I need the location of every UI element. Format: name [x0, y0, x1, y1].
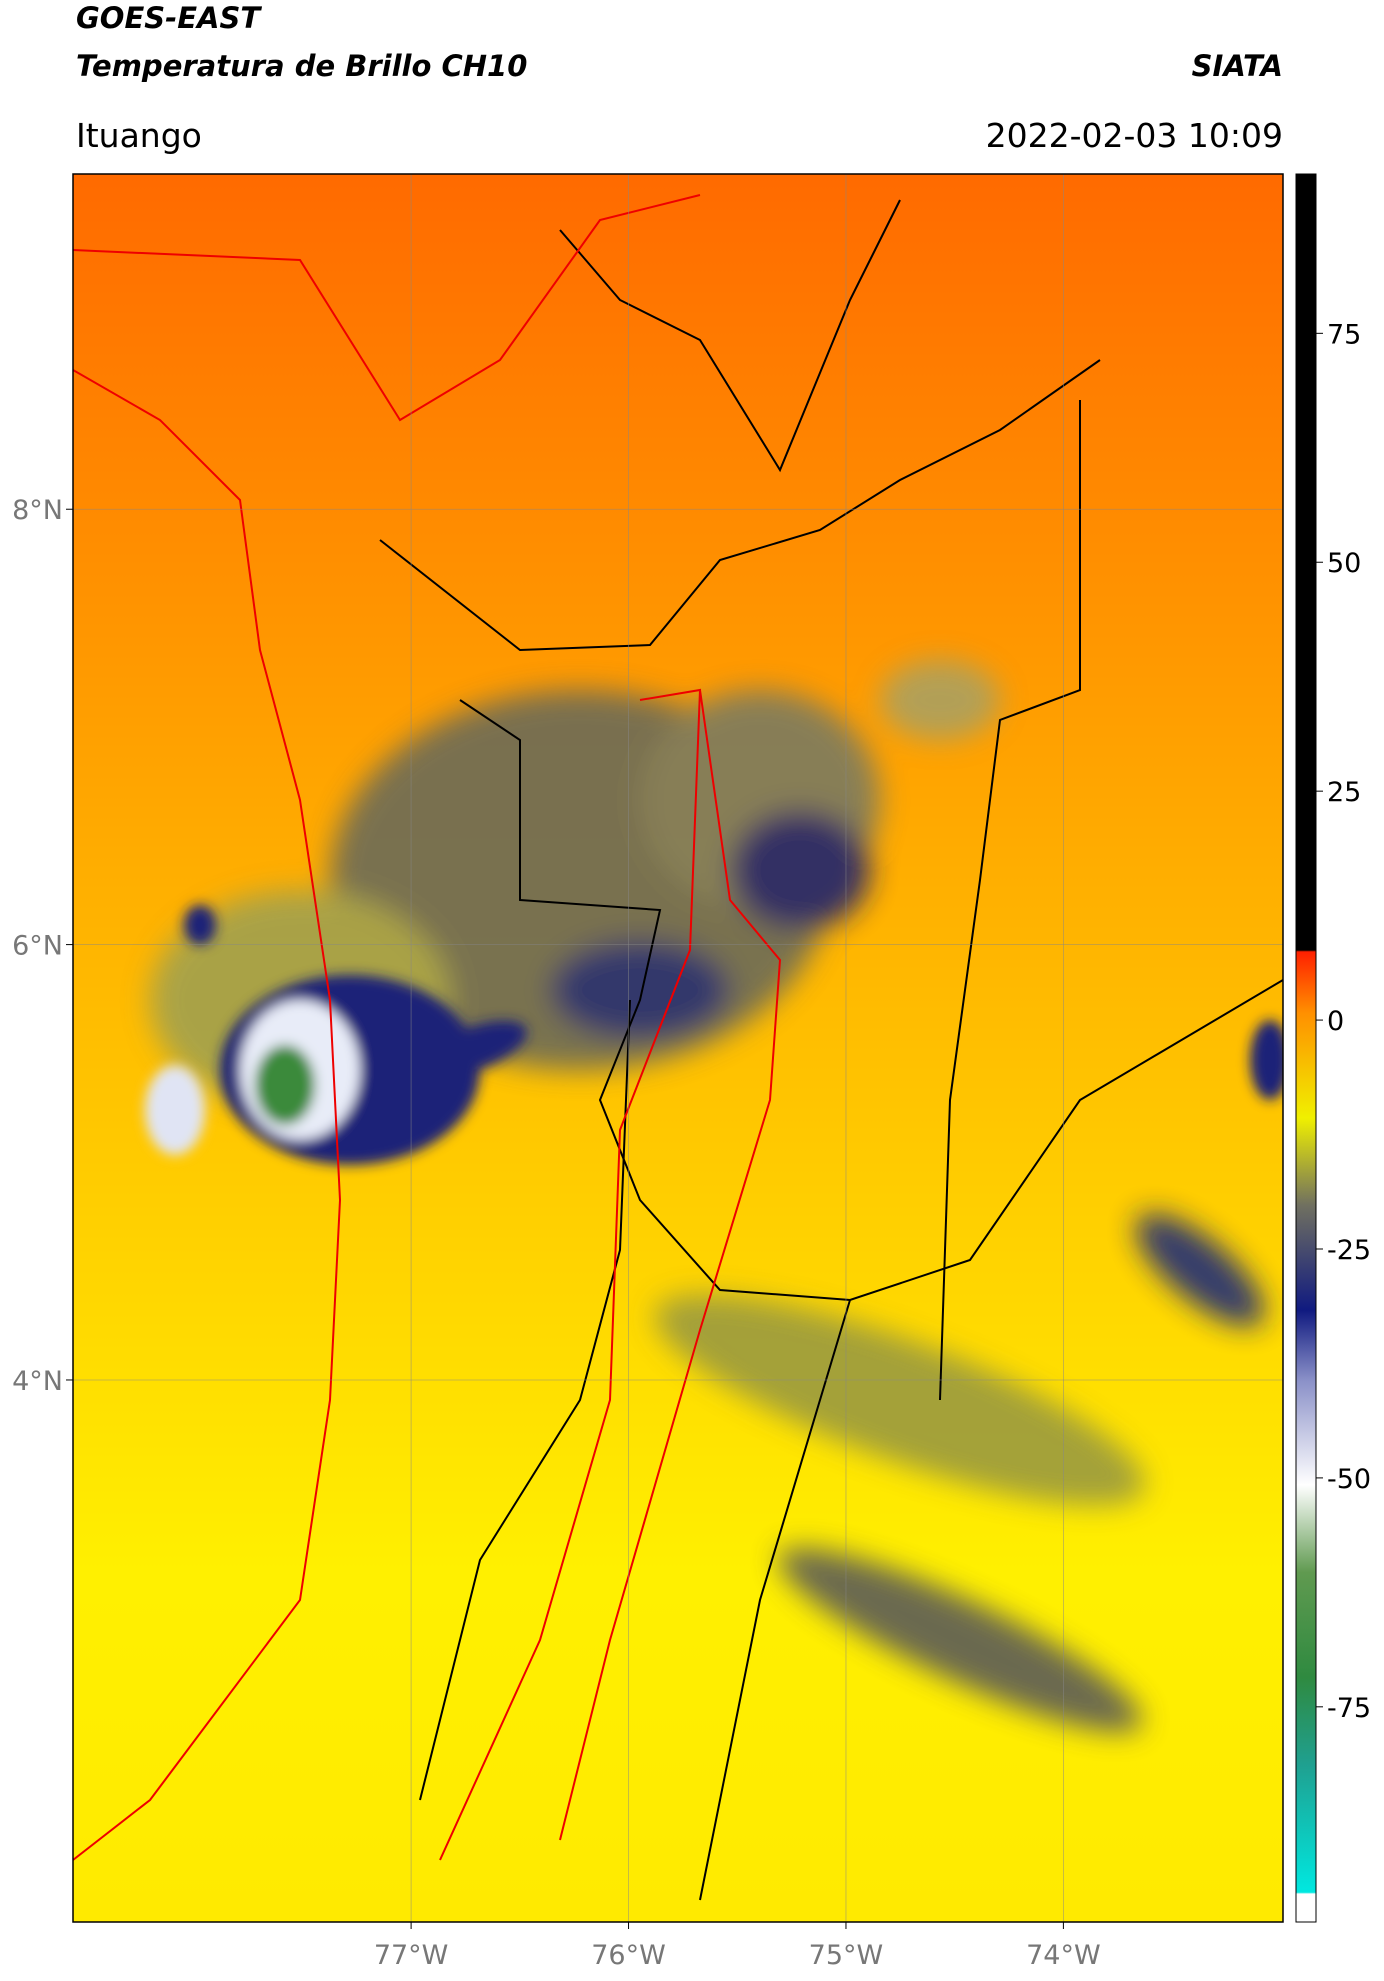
- subtitle: Temperatura de Brillo CH10: [76, 49, 527, 83]
- x-tick-label: 76°W: [591, 1940, 666, 1971]
- y-tick-label: 4°N: [12, 1366, 63, 1397]
- datetime: 2022-02-03 10:09: [986, 116, 1283, 155]
- colorbar-tick-label: -50: [1327, 1464, 1371, 1495]
- x-tick-label: 75°W: [809, 1940, 884, 1971]
- title: GOES-EAST: [76, 1, 262, 35]
- y-tick-label: 6°N: [12, 931, 63, 962]
- colorbar: [1295, 173, 1317, 1923]
- source: SIATA: [1192, 49, 1283, 83]
- x-tick-label: 77°W: [374, 1940, 449, 1971]
- colorbar-tick-label: -25: [1327, 1235, 1371, 1266]
- colorbar-tick-label: 50: [1327, 548, 1361, 579]
- map-image: [73, 174, 1283, 1922]
- map-frame: [72, 173, 1284, 1923]
- colorbar-tick-label: 25: [1327, 777, 1361, 808]
- colorbar-tick-label: 75: [1327, 319, 1361, 350]
- location: Ituango: [76, 116, 202, 155]
- colorbar-tick-label: 0: [1327, 1006, 1344, 1037]
- y-tick-label: 8°N: [12, 495, 63, 526]
- colorbar-tick-label: -75: [1327, 1693, 1371, 1724]
- x-tick-label: 74°W: [1026, 1940, 1101, 1971]
